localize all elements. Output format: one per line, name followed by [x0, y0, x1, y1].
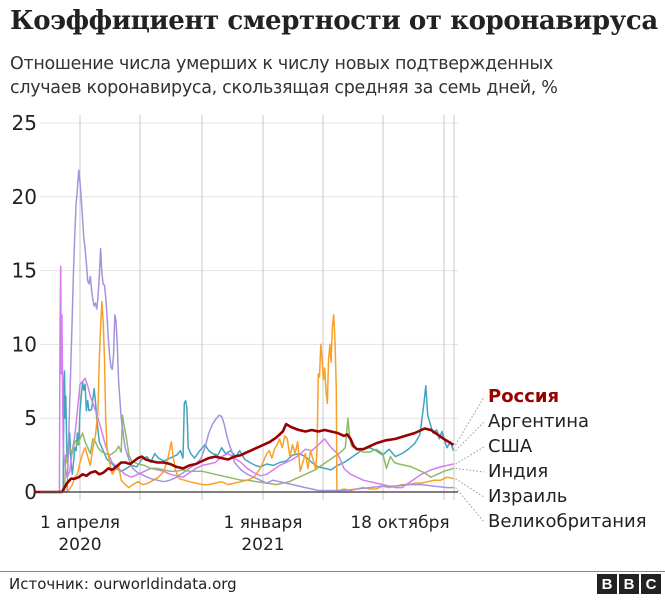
legend-leader-line [455, 421, 485, 452]
y-tick-label: 20 [12, 185, 37, 209]
series-line [34, 422, 455, 494]
series-line [34, 300, 454, 493]
series-line [34, 265, 454, 493]
legend-israel: Израиль [488, 486, 568, 507]
x-tick-label: 1 апреля [39, 513, 121, 533]
bbc-logo-letter: B [597, 574, 617, 594]
legend-india: Индия [488, 461, 549, 482]
series-line [34, 370, 455, 493]
x-tick-label: 18 октября [350, 513, 450, 533]
x-tick-oct-2021: 18 октября [345, 512, 455, 534]
legend-leader-lines [455, 396, 485, 523]
x-tick-label: 1 января [223, 513, 303, 533]
y-tick-label: 0 [24, 480, 37, 504]
series-line [34, 169, 454, 493]
y-tick-label: 10 [12, 332, 37, 356]
chart-title: Коэффициент смертности от коронавируса [10, 6, 658, 36]
y-tick-label: 5 [24, 406, 37, 430]
legend-leader-line [455, 478, 485, 498]
subtitle-line-1: Отношение числа умерших к числу новых по… [10, 54, 554, 74]
legend-usa: США [488, 436, 533, 457]
chart-subtitle: Отношение числа умерших к числу новых по… [10, 52, 660, 100]
y-tick-labels: 0 5 10 15 20 25 [12, 111, 37, 504]
footer-divider [0, 571, 665, 572]
x-tick-jan-2021: 1 января 2021 [213, 512, 313, 556]
legend-russia: Россия [488, 386, 560, 407]
x-tick-year: 2021 [241, 535, 285, 555]
x-tick-apr-2020: 1 апреля 2020 [30, 512, 130, 556]
bbc-logo-letter: C [641, 574, 661, 594]
legend-uk: Великобритания [488, 511, 647, 532]
x-tick-year: 2020 [58, 535, 102, 555]
series-lines [34, 169, 455, 494]
bbc-logo-letter: B [619, 574, 639, 594]
legend-argentina: Аргентина [488, 411, 590, 432]
x-gridlines [79, 115, 455, 500]
series-line [34, 414, 454, 493]
legend-leader-line [455, 487, 485, 523]
line-chart: 0 5 10 15 20 25 [12, 111, 485, 523]
bbc-logo: B B C [597, 574, 661, 594]
legend-leader-line [455, 396, 485, 446]
legend-leader-line [455, 446, 485, 465]
y-gridlines [40, 122, 458, 419]
legend-leader-line [455, 467, 485, 473]
subtitle-line-2: случаев коронавируса, скользящая средняя… [10, 78, 558, 98]
y-tick-label: 15 [12, 259, 37, 283]
y-tick-label: 25 [12, 111, 37, 135]
source-note: Источник: ourworldindata.org [9, 575, 237, 593]
